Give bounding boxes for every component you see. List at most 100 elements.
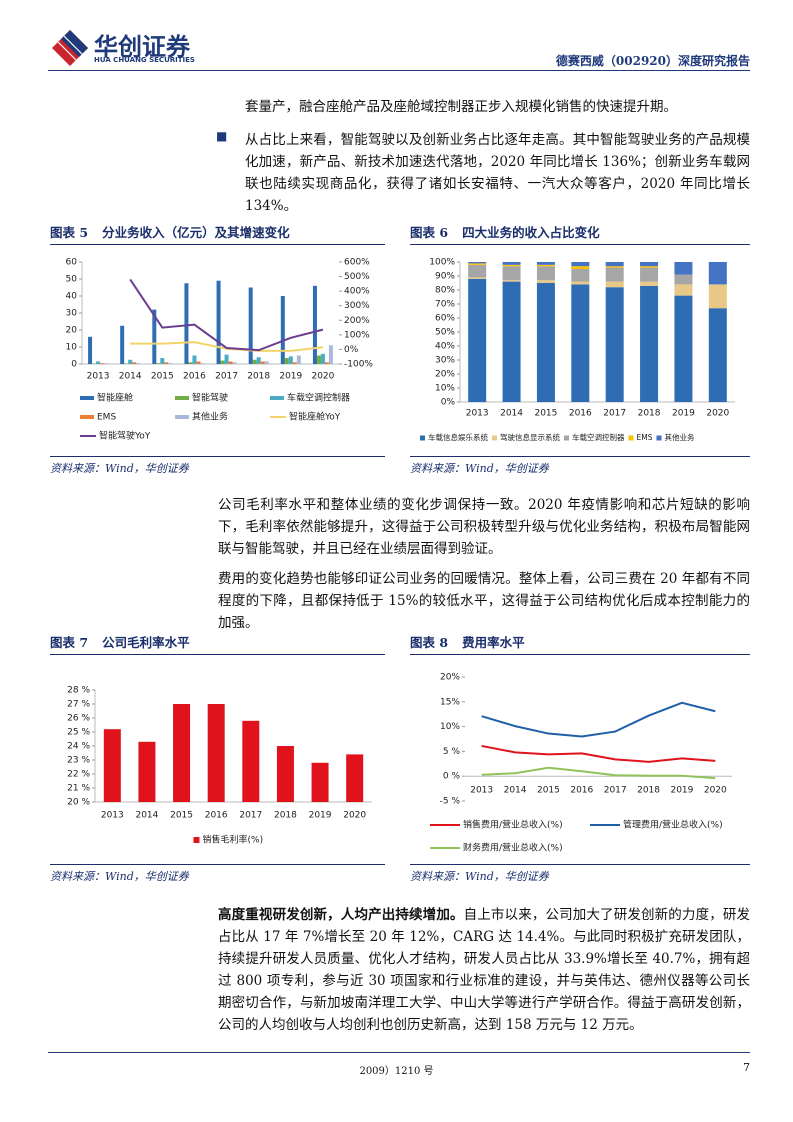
bar-segment — [502, 262, 521, 265]
bar-segment — [468, 264, 487, 278]
x-tick-label: 2017 — [604, 786, 627, 796]
bar-segment — [640, 266, 659, 268]
x-tick-label: 2018 — [274, 811, 297, 821]
bar-segment — [571, 281, 590, 285]
y-tick-label: 20 % — [67, 798, 90, 808]
y-tick-label: 15% — [440, 697, 460, 707]
bar-segment — [605, 267, 624, 282]
bar — [284, 358, 289, 364]
x-tick-label: 2013 — [101, 811, 124, 821]
bar — [252, 359, 257, 364]
y-tick-label: 20% — [435, 370, 455, 380]
legend-label: 其他业务 — [664, 432, 694, 442]
bar-segment — [502, 264, 521, 267]
bar — [192, 355, 197, 364]
legend-label: EMS — [97, 413, 116, 423]
x-tick-label: 2019 — [309, 811, 332, 821]
y2-tick-label: 0% — [344, 345, 359, 355]
x-tick-label: 2018 — [637, 786, 660, 796]
y2-tick-label: 600% — [344, 258, 370, 268]
x-tick-label: 2018 — [638, 409, 661, 419]
y-tick-label: 90% — [435, 272, 455, 282]
bar — [248, 287, 253, 364]
line-series — [130, 341, 324, 352]
bar — [100, 363, 105, 364]
y-tick-label: 60 — [66, 258, 78, 268]
bar — [88, 336, 93, 364]
bar-segment — [605, 266, 624, 268]
bar-segment — [640, 285, 659, 402]
x-tick-label: 2020 — [343, 811, 366, 821]
bar — [328, 345, 333, 364]
source: 资料来源：Wind，华创证券 — [410, 864, 750, 884]
legend-label: 智能驾驶 — [192, 392, 228, 404]
bar — [276, 746, 294, 802]
bar-segment — [708, 262, 727, 285]
bar — [200, 363, 205, 364]
bar — [320, 353, 325, 364]
y2-tick-label: 300% — [344, 301, 370, 311]
bar-segment — [536, 280, 555, 283]
y-tick-label: 20% — [440, 673, 460, 683]
figure-title: 四大业务的收入占比变化 — [462, 225, 600, 240]
bar-segment — [502, 266, 521, 281]
chart: 0% 10% 20% 30% 40% 50% 60% 70% 80% 90% 100% 2013 201… — [420, 258, 735, 442]
legend-label: 财务费用/营业总收入(%) — [463, 842, 563, 854]
y-tick-label: 26 % — [67, 714, 90, 724]
y-tick-label: 30 — [66, 309, 78, 319]
bar — [346, 754, 364, 802]
y-tick-label: 30% — [435, 356, 455, 366]
bar-segment — [468, 263, 487, 265]
paragraph: 从占比上来看，智能驾驶以及创新业务占比逐年走高。其中智能驾驶业务的产品规模化加速… — [245, 132, 750, 214]
y2-tick-label: -100% — [344, 360, 373, 370]
figure-header: 图表 5 分业务收入（亿元）及其增速变化 — [50, 224, 385, 245]
y-tick-label: 0% — [441, 398, 456, 408]
y-tick-label: 22 % — [67, 770, 90, 780]
y-tick-label: 40% — [435, 342, 455, 352]
legend-swatch — [175, 396, 189, 400]
legend-swatch — [420, 435, 425, 441]
bar — [216, 280, 221, 364]
line-series — [481, 701, 716, 738]
figure-header: 图表 8 费用率水平 — [410, 634, 750, 655]
bar-segment — [536, 262, 555, 265]
bar-segment — [640, 281, 659, 286]
x-tick-label: 2016 — [183, 372, 206, 382]
chart: 20 % 21 % 22 % 23 % 24 % 25 % 26 % 27 % 28 % 2013… — [67, 686, 372, 846]
line-series — [129, 278, 324, 352]
y-tick-label: 50 — [66, 275, 78, 285]
x-tick-label: 2016 — [205, 811, 228, 821]
y-tick-label: 27 % — [67, 700, 90, 710]
lead: 高度重视研发创新，人均产出持续增加。 — [218, 907, 464, 923]
x-tick-label: 2017 — [215, 372, 238, 382]
bar — [220, 360, 225, 364]
legend-label: EMS — [637, 433, 653, 442]
bar — [168, 363, 173, 364]
legend-swatch — [175, 415, 189, 419]
bar — [324, 362, 329, 364]
y2-tick-label: 200% — [344, 316, 370, 326]
figure-label: 图表 6 — [410, 225, 449, 240]
paragraph: 费用的变化趋势也能够印证公司业务的回暖情况。整体上看，公司三费在 20 年都有不… — [218, 571, 750, 631]
bar-segment — [468, 262, 487, 264]
bar-segment — [468, 278, 487, 402]
x-tick-label: 2014 — [119, 372, 142, 382]
bar-segment — [674, 284, 693, 296]
figure-title: 费用率水平 — [462, 635, 525, 650]
bar — [164, 362, 169, 364]
legend-swatch — [564, 435, 569, 441]
x-tick-label: 2017 — [239, 811, 262, 821]
legend-label: 智能驾驶YoY — [99, 430, 151, 442]
y-tick-label: 40 — [66, 292, 78, 302]
bar-segment — [640, 267, 659, 282]
line-series — [481, 744, 716, 763]
bar-segment — [502, 280, 521, 282]
y2-tick-label: 100% — [344, 330, 370, 340]
bar — [136, 363, 141, 364]
bar-segment — [674, 262, 693, 275]
bar — [316, 355, 321, 364]
bar-segment — [536, 266, 555, 281]
bar — [228, 361, 233, 364]
x-tick-label: 2013 — [470, 786, 493, 796]
